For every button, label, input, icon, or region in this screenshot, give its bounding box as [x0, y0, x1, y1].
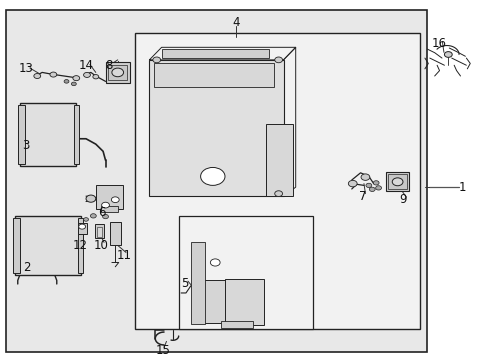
Bar — [110, 222, 121, 245]
Bar — [5, 10, 427, 352]
Circle shape — [83, 72, 90, 77]
Bar — [190, 242, 205, 324]
Bar — [195, 280, 227, 323]
Circle shape — [79, 224, 85, 229]
Text: 10: 10 — [93, 239, 108, 252]
Circle shape — [274, 191, 282, 197]
Bar — [97, 226, 102, 237]
Circle shape — [111, 197, 119, 203]
Text: 13: 13 — [19, 62, 33, 75]
Text: 14: 14 — [79, 59, 93, 72]
Circle shape — [368, 187, 374, 192]
Bar — [78, 218, 82, 273]
Circle shape — [365, 183, 371, 188]
Text: 11: 11 — [117, 249, 132, 262]
Circle shape — [153, 57, 160, 63]
Bar — [149, 60, 283, 196]
Bar — [20, 103, 76, 166]
Circle shape — [200, 167, 224, 185]
Text: 9: 9 — [398, 193, 406, 206]
Circle shape — [347, 180, 356, 187]
Text: 12: 12 — [72, 239, 87, 252]
Circle shape — [102, 202, 109, 208]
Circle shape — [86, 195, 96, 202]
Bar — [385, 172, 408, 192]
Bar — [161, 49, 268, 58]
Circle shape — [71, 82, 76, 86]
Circle shape — [444, 51, 451, 57]
Text: 7: 7 — [358, 190, 366, 203]
Circle shape — [83, 218, 88, 221]
Text: 15: 15 — [155, 344, 170, 357]
Circle shape — [93, 75, 99, 79]
Bar — [13, 218, 20, 273]
Circle shape — [210, 259, 220, 266]
Circle shape — [391, 178, 402, 186]
Bar — [105, 62, 130, 83]
Circle shape — [64, 80, 69, 83]
Circle shape — [50, 72, 57, 77]
Circle shape — [112, 68, 123, 77]
Bar — [95, 225, 103, 238]
Text: 4: 4 — [232, 16, 240, 29]
Text: 2: 2 — [23, 261, 30, 274]
Circle shape — [90, 214, 96, 218]
Circle shape — [360, 174, 369, 180]
Bar — [387, 174, 406, 189]
Text: 1: 1 — [457, 181, 465, 194]
Circle shape — [372, 181, 378, 185]
Bar — [15, 216, 81, 275]
Circle shape — [73, 76, 80, 81]
Bar — [221, 321, 252, 328]
Circle shape — [375, 186, 381, 190]
Text: 16: 16 — [431, 37, 446, 50]
Bar — [74, 105, 79, 164]
Bar — [101, 206, 118, 212]
Bar — [266, 125, 293, 196]
Bar — [135, 33, 419, 329]
Bar — [108, 64, 127, 80]
Circle shape — [274, 57, 282, 63]
Bar — [78, 223, 86, 234]
Circle shape — [34, 73, 41, 78]
Text: 3: 3 — [22, 139, 30, 152]
Text: 8: 8 — [105, 59, 112, 72]
Circle shape — [102, 215, 108, 219]
Bar — [154, 63, 273, 87]
Bar — [224, 279, 264, 325]
Bar — [96, 185, 122, 209]
Bar — [18, 105, 24, 164]
Text: 5: 5 — [181, 278, 188, 291]
Text: 6: 6 — [98, 206, 105, 219]
Bar — [178, 216, 312, 329]
